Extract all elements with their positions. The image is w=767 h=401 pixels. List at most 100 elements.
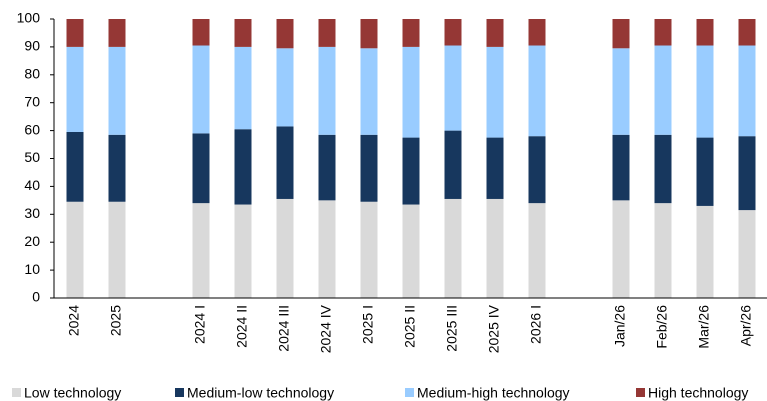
bar-segment	[696, 137, 714, 206]
bar-segment	[318, 200, 336, 298]
bar-segment	[738, 45, 756, 137]
bar-segment	[192, 203, 210, 298]
bar-segment	[360, 201, 378, 298]
x-tick-group: 2024 I	[192, 305, 208, 344]
y-tick-label: 40	[24, 177, 40, 193]
x-tick-group: Mar/26	[696, 305, 712, 349]
legend-swatch	[636, 388, 645, 397]
x-tick-group: 2025 IV	[486, 304, 502, 353]
bar-segment	[234, 204, 252, 298]
bar-segment	[192, 45, 210, 134]
bar-segment	[612, 48, 630, 135]
bar-segment	[486, 198, 504, 298]
x-tick-label: 2024 IV	[318, 304, 334, 353]
bar-segment	[192, 133, 210, 204]
bar-segment	[192, 19, 210, 46]
bar-segment	[360, 48, 378, 135]
bar-segment	[66, 19, 84, 47]
bar-segment	[654, 45, 672, 135]
bar-segment	[66, 201, 84, 298]
x-tick-group: 2024	[66, 305, 82, 336]
x-tick-label: Mar/26	[696, 305, 712, 349]
bar-segment	[444, 198, 462, 298]
legend-swatch	[405, 388, 414, 397]
bar-segment	[402, 204, 420, 298]
x-tick-label: 2026 I	[528, 305, 544, 344]
x-tick-label: 2025 III	[444, 305, 460, 352]
x-tick-label: Apr/26	[738, 305, 754, 346]
x-tick-label: 2025 IV	[486, 304, 502, 353]
x-tick-group: 2025	[108, 305, 124, 336]
bar-segment	[66, 131, 84, 202]
legend-label: High technology	[648, 385, 748, 401]
bar-segment	[486, 19, 504, 47]
legend-label: Medium-high technology	[417, 385, 570, 401]
bar-segment	[654, 203, 672, 298]
bar-segment	[696, 45, 714, 138]
bar-segment	[696, 205, 714, 298]
bar-segment	[108, 134, 126, 202]
bar-segment	[444, 19, 462, 46]
x-tick-label: Jan/26	[612, 305, 628, 347]
bar-segment	[528, 19, 546, 46]
bar-segment	[402, 137, 420, 205]
bar-segment	[318, 19, 336, 47]
x-tick-label: 2025	[108, 305, 124, 336]
bar-segment	[402, 19, 420, 47]
bar-segment	[612, 200, 630, 298]
x-tick-group: Feb/26	[654, 305, 670, 349]
bar-segment	[360, 134, 378, 202]
bar-segment	[444, 130, 462, 199]
bar-segment	[234, 19, 252, 47]
y-tick-label: 100	[17, 10, 41, 26]
bar-segment	[612, 19, 630, 49]
y-tick-label: 60	[24, 121, 40, 137]
bar-segment	[234, 129, 252, 205]
x-tick-label: 2024 II	[234, 305, 250, 348]
y-tick-label: 0	[32, 289, 40, 305]
x-tick-group: 2024 II	[234, 305, 250, 348]
bar-segment	[654, 19, 672, 46]
bar-segment	[318, 46, 336, 135]
bar-segment	[486, 137, 504, 199]
bar-segment	[276, 198, 294, 298]
bar-segment	[276, 48, 294, 127]
bar-segment	[108, 19, 126, 47]
x-tick-group: Jan/26	[612, 305, 628, 347]
bar-segment	[66, 46, 84, 132]
legend-label: Medium-low technology	[187, 385, 334, 401]
legend-label: Low technology	[24, 385, 121, 401]
x-tick-label: 2025 II	[402, 305, 418, 348]
bar-segment	[738, 136, 756, 211]
bar-segment	[318, 134, 336, 201]
y-tick-label: 50	[24, 149, 40, 165]
bar-segment	[738, 19, 756, 46]
x-tick-label: Feb/26	[654, 305, 670, 349]
y-tick-label: 80	[24, 66, 40, 82]
bar-segment	[528, 45, 546, 137]
bar-segment	[276, 19, 294, 49]
bar-segment	[528, 203, 546, 298]
x-tick-group: Apr/26	[738, 305, 754, 346]
bar-segment	[696, 19, 714, 46]
y-tick-label: 70	[24, 93, 40, 109]
x-tick-group: 2025 III	[444, 305, 460, 352]
y-tick-label: 90	[24, 38, 40, 54]
bar-segment	[108, 46, 126, 135]
x-tick-label: 2024	[66, 305, 82, 336]
x-tick-group: 2025 I	[360, 305, 376, 344]
bar-segment	[528, 136, 546, 204]
legend-swatch	[175, 388, 184, 397]
y-tick-label: 30	[24, 205, 40, 221]
x-tick-label: 2024 I	[192, 305, 208, 344]
legend-swatch	[12, 388, 21, 397]
bar-segment	[234, 46, 252, 130]
bar-segment	[108, 201, 126, 298]
x-tick-group: 2026 I	[528, 305, 544, 344]
x-tick-label: 2025 I	[360, 305, 376, 344]
bar-segment	[276, 126, 294, 199]
y-tick-label: 10	[24, 261, 40, 277]
bar-segment	[402, 46, 420, 138]
bar-segment	[444, 45, 462, 131]
